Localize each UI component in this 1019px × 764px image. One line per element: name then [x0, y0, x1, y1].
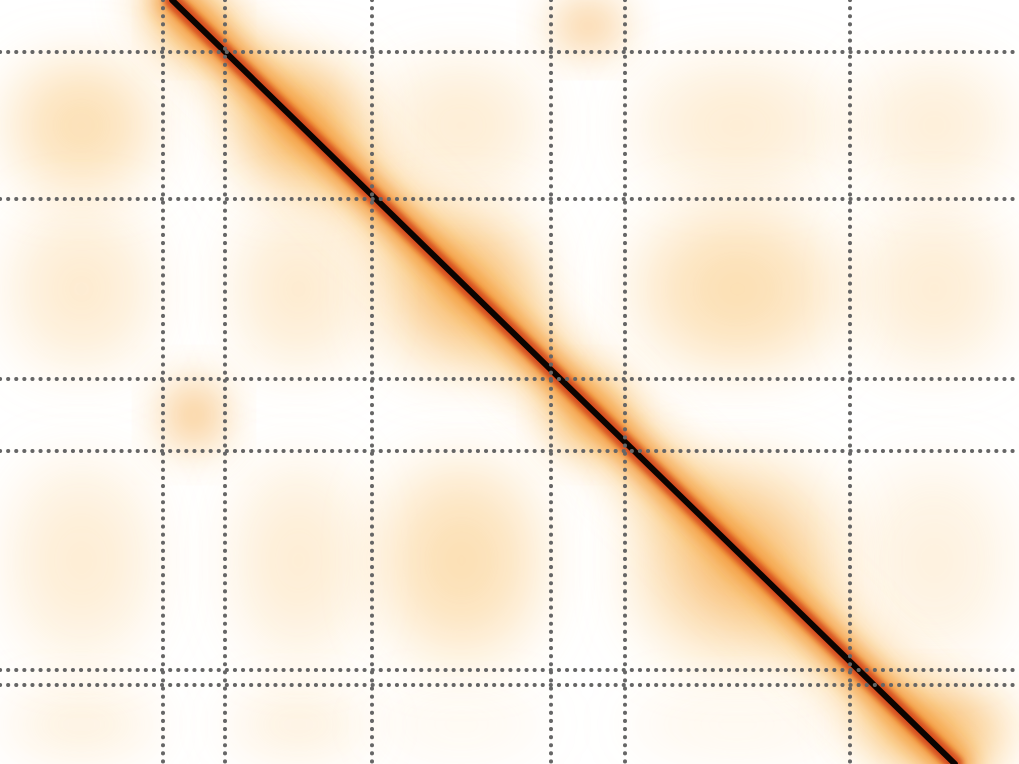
heatmap-block-o13	[0, 677, 171, 764]
heatmap-block-o7	[364, 443, 559, 678]
heatmap-block-o11	[842, 191, 1019, 387]
heatmap-block-o8	[617, 44, 858, 207]
diagonal-core	[169, 0, 958, 764]
heatmap-block-o2	[0, 191, 171, 387]
heatmap-block-o1	[0, 44, 171, 207]
heatmap-block-o18	[617, 677, 858, 764]
diagonal-layer	[137, 0, 990, 764]
heatmap-block-o15	[155, 371, 233, 459]
heatmap-block-o10	[842, 44, 1019, 207]
heatmap-block-o9	[617, 191, 858, 387]
heatmap-block-o16	[543, 0, 633, 60]
heatmap-block-o17	[364, 677, 559, 764]
heatmap-block-o14	[217, 677, 380, 764]
heatmap-block-o3	[0, 443, 171, 678]
heatmap-block-o6	[217, 443, 380, 678]
